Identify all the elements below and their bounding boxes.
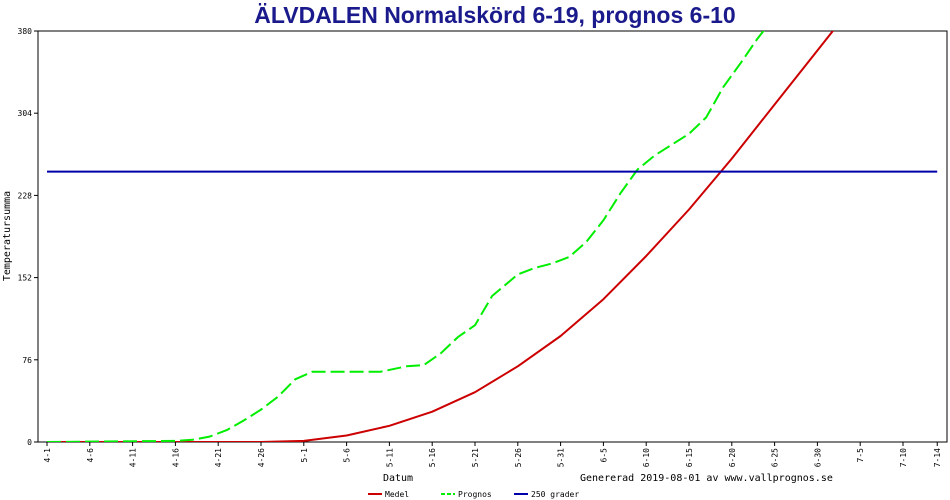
x-tick-label: 4-6 (86, 448, 95, 463)
x-tick-label: 5-11 (385, 448, 394, 467)
x-tick-label: 7-10 (899, 448, 908, 467)
x-tick-label: 4-1 (43, 448, 52, 463)
x-tick-label: 5-6 (343, 448, 352, 463)
chart-title: ÄLVDALEN Normalskörd 6-19, prognos 6-10 (254, 2, 736, 28)
y-axis-label: Temperatursumma (2, 191, 13, 281)
x-tick-label: 6-25 (771, 448, 780, 467)
x-tick-label: 5-16 (428, 448, 437, 467)
x-tick-label: 5-26 (514, 448, 523, 467)
y-tick-label: 76 (22, 356, 32, 365)
x-tick-label: 5-1 (300, 448, 309, 463)
x-axis-label: Datum (383, 473, 413, 484)
x-tick-label: 6-5 (599, 448, 608, 463)
y-tick-label: 152 (18, 274, 33, 283)
y-tick-label: 380 (18, 27, 33, 36)
legend-label-250-grader: 250 grader (531, 490, 579, 499)
legend-label-prognos: Prognos (458, 490, 492, 499)
x-axis: 4-1 4-6 4-11 4-16 4-21 4-26 5-1 5-6 5-11 5-16 5-21… (43, 442, 942, 467)
y-axis: 0 76 152 228 304 380 (18, 27, 38, 447)
y-tick-label: 228 (18, 191, 33, 200)
legend: Medel Prognos 250 grader (368, 490, 579, 499)
y-tick-label: 0 (27, 438, 32, 447)
x-tick-label: 5-21 (471, 448, 480, 467)
x-tick-label: 6-30 (813, 448, 822, 467)
y-tick-label: 304 (18, 109, 33, 118)
legend-label-medel: Medel (385, 490, 409, 499)
x-tick-label: 4-16 (171, 448, 180, 467)
x-tick-label: 4-26 (257, 448, 266, 467)
x-tick-label: 6-20 (728, 448, 737, 467)
x-tick-label: 7-14 (933, 448, 942, 467)
series-group (46, 31, 938, 442)
series-line-prognos (46, 31, 765, 442)
series-line-medel (47, 31, 835, 442)
x-tick-label: 7-5 (856, 448, 865, 463)
x-tick-label: 6-10 (642, 448, 651, 467)
x-tick-label: 5-31 (557, 448, 566, 467)
x-tick-label: 6-15 (685, 448, 694, 467)
x-tick-label: 4-21 (214, 448, 223, 467)
footer-text: Genererad 2019-08-01 av www.vallprognos.… (580, 473, 833, 484)
plot-area-border (37, 30, 948, 443)
x-tick-label: 4-11 (129, 448, 138, 467)
